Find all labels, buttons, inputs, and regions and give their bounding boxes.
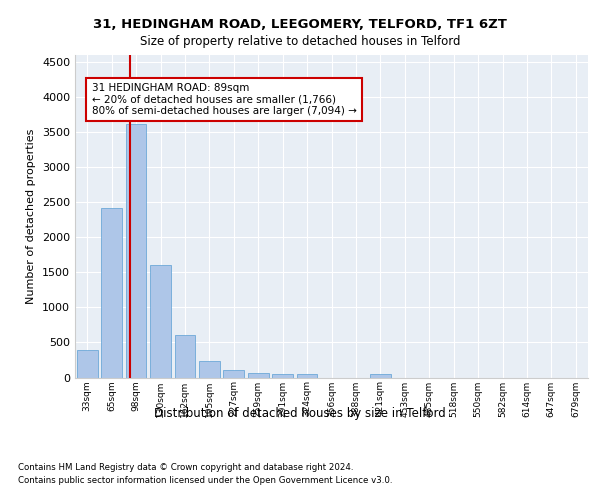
Bar (150, 266, 171, 378)
Y-axis label: Number of detached properties: Number of detached properties (26, 128, 37, 304)
Bar (248, 374, 269, 378)
Text: Contains public sector information licensed under the Open Government Licence v3: Contains public sector information licen… (18, 476, 392, 485)
Text: 31, HEDINGHAM ROAD, LEEGOMERY, TELFORD, TF1 6ZT: 31, HEDINGHAM ROAD, LEEGOMERY, TELFORD, … (93, 18, 507, 30)
Text: 31 HEDINGHAM ROAD: 89sqm
← 20% of detached houses are smaller (1,766)
80% of sem: 31 HEDINGHAM ROAD: 89sqm ← 20% of detach… (92, 83, 356, 116)
Text: Distribution of detached houses by size in Telford: Distribution of detached houses by size … (154, 408, 446, 420)
Bar (77, 350, 98, 378)
Bar (272, 374, 293, 378)
Bar (175, 336, 196, 378)
Bar (296, 374, 317, 378)
Bar (370, 374, 391, 378)
Text: Size of property relative to detached houses in Telford: Size of property relative to detached ho… (140, 35, 460, 48)
Bar (125, 124, 146, 378)
Bar (223, 370, 244, 378)
Bar (101, 208, 122, 378)
Text: Contains HM Land Registry data © Crown copyright and database right 2024.: Contains HM Land Registry data © Crown c… (18, 462, 353, 471)
Bar (199, 362, 220, 378)
